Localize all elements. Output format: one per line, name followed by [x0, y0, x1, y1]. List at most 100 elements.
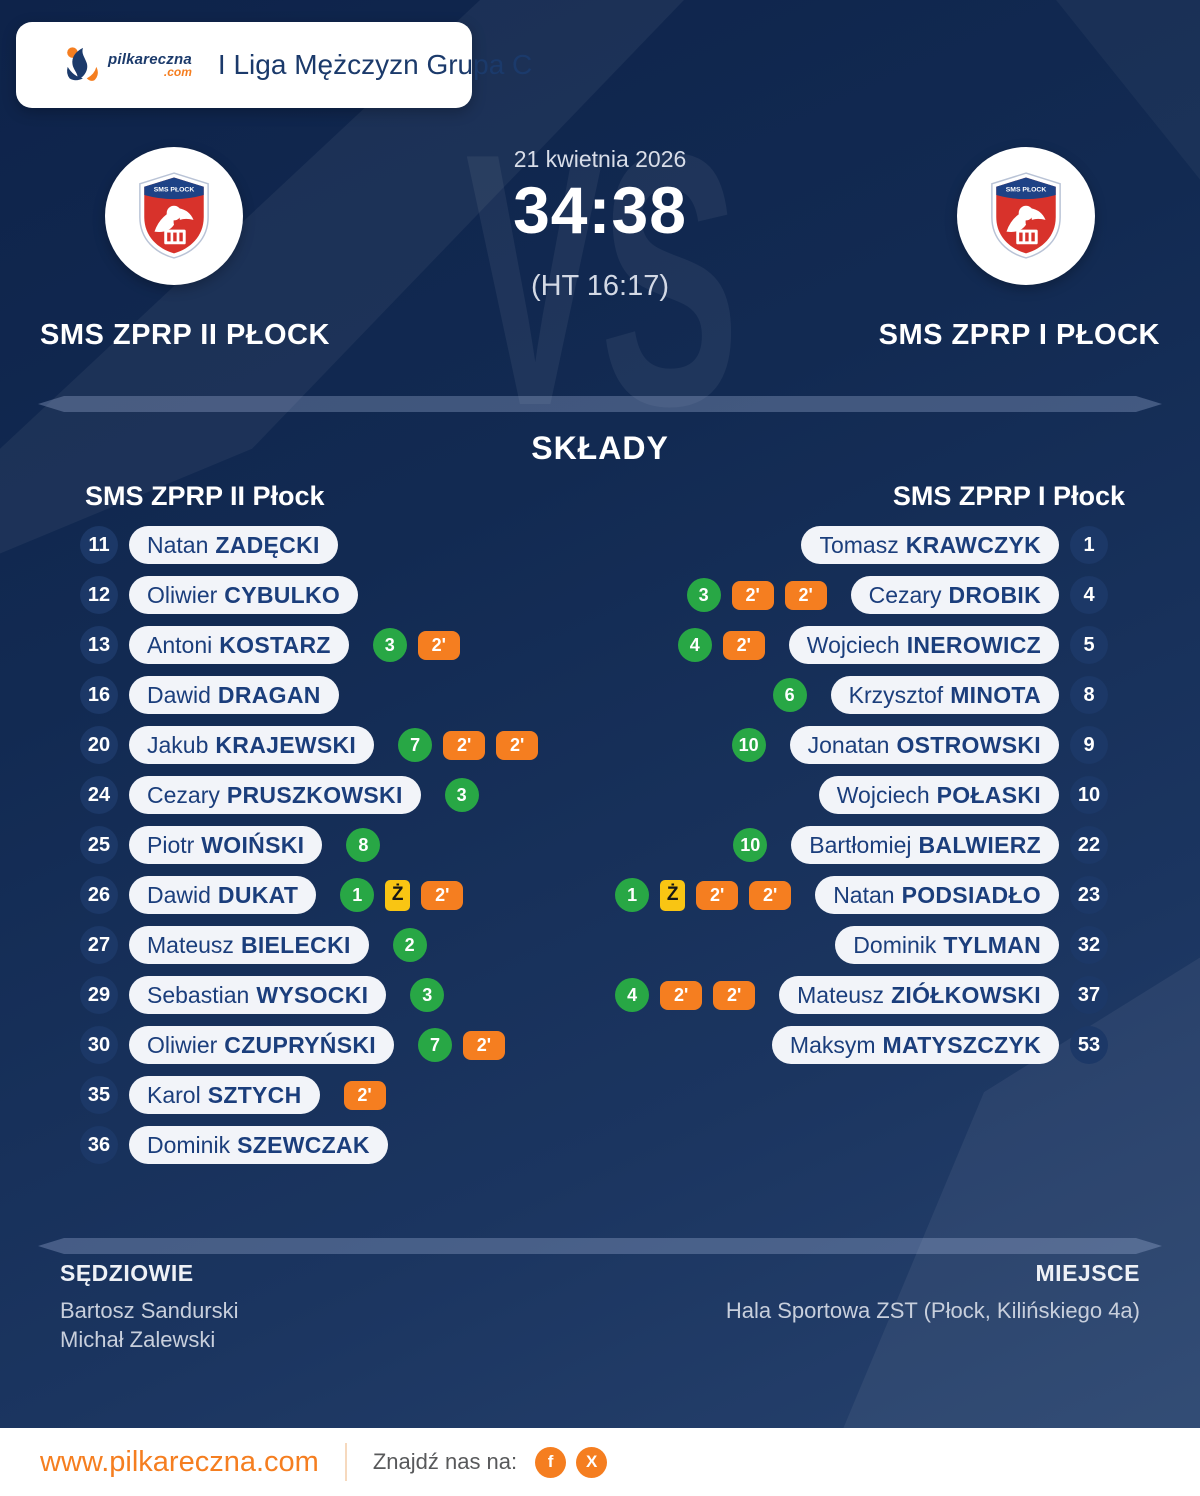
player-first-name: Mateusz [797, 981, 885, 1008]
player-number: 20 [80, 726, 118, 764]
player-row: 30 Oliwier CZUPRYŃSKI 7 2' [80, 1026, 538, 1064]
home-roster-header: SMS ZPRP II Płock [85, 481, 325, 511]
player-row: Wojciech POŁASKI 10 [378, 776, 1108, 814]
player-row: 26 Dawid DUKAT 1 Ż 2' [80, 876, 538, 914]
player-number: 29 [80, 976, 118, 1014]
player-number: 1 [1070, 526, 1108, 564]
player-name-pill: Tomasz KRAWCZYK [801, 526, 1059, 564]
player-name-pill: Wojciech INEROWICZ [788, 626, 1059, 664]
player-row: 16 Dawid DRAGAN [80, 676, 538, 714]
player-last-name: ZADĘCKI [215, 531, 320, 558]
player-name-pill: Dominik SZEWCZAK [129, 1126, 388, 1164]
two-minute-badge: 2' [343, 1080, 386, 1110]
player-number: 11 [80, 526, 118, 564]
player-last-name: TYLMAN [943, 931, 1041, 958]
home-team-name: SMS ZPRP II PŁOCK [40, 319, 330, 351]
player-first-name: Tomasz [819, 531, 899, 558]
halftime-score: (HT 16:17) [530, 270, 670, 302]
facebook-icon[interactable]: f [535, 1446, 567, 1478]
player-row: 4 2' 2' Mateusz ZIÓŁKOWSKI 37 [378, 976, 1108, 1014]
x-icon[interactable]: X [576, 1446, 608, 1478]
player-row: 13 Antoni KOSTARZ 3 2' [80, 626, 538, 664]
match-score: 34:38 [513, 173, 687, 247]
player-number: 36 [80, 1126, 118, 1164]
player-first-name: Mateusz [147, 931, 234, 958]
player-first-name: Cezary [147, 781, 220, 808]
player-name-pill: Dawid DUKAT [129, 876, 317, 914]
player-number: 16 [80, 676, 118, 714]
player-number: 10 [1070, 776, 1108, 814]
two-minute-badge: 2' [749, 880, 792, 910]
player-row: 29 Sebastian WYSOCKI 3 [80, 976, 538, 1014]
player-first-name: Krzysztof [848, 681, 944, 708]
player-name-pill: Cezary PRUSZKOWSKI [129, 776, 421, 814]
find-us-label: Znajdź nas na: [372, 1449, 518, 1474]
player-row: 11 Natan ZADĘCKI [80, 526, 538, 564]
player-last-name: KRAJEWSKI [215, 731, 357, 758]
league-header-card: pilkareczna .com I Liga Mężczyzn Grupa C [16, 22, 532, 108]
two-minute-badge: 2' [784, 580, 827, 610]
player-row: 4 2' Wojciech INEROWICZ 5 [378, 626, 1108, 664]
brand-name: pilkareczna [108, 51, 192, 68]
player-number: 12 [80, 576, 118, 614]
player-name-pill: Natan ZADĘCKI [129, 526, 338, 564]
player-row: Maksym MATYSZCZYK 53 [378, 1026, 1108, 1064]
two-minute-badge: 2' [496, 730, 539, 760]
away-roster-header: SMS ZPRP I Płock [892, 481, 1125, 511]
brand-logo: pilkareczna .com [60, 44, 192, 86]
player-name-pill: Dawid DRAGAN [129, 676, 339, 714]
player-first-name: Natan [833, 881, 895, 908]
player-first-name: Dominik [147, 1131, 231, 1158]
player-row: 3 2' 2' Cezary DROBIK 4 [378, 576, 1108, 614]
player-name-pill: Sebastian WYSOCKI [129, 976, 387, 1014]
player-first-name: Dominik [853, 931, 937, 958]
player-number: 27 [80, 926, 118, 964]
player-number: 30 [80, 1026, 118, 1064]
player-number: 32 [1070, 926, 1108, 964]
away-roster: Tomasz KRAWCZYK 1 3 2' 2' Cezary DROBIK 4 4 2' Wojc… [378, 526, 1108, 1076]
section-divider [38, 396, 1162, 412]
player-last-name: MINOTA [950, 681, 1041, 708]
player-first-name: Dawid [147, 681, 211, 708]
player-name-pill: Jonatan OSTROWSKI [789, 726, 1059, 764]
player-row: 20 Jakub KRAJEWSKI 7 2' 2' [80, 726, 539, 764]
player-name-pill: Dominik TYLMAN [835, 926, 1059, 964]
goals-badge: 8 [346, 828, 381, 862]
vs-watermark: VS [465, 79, 739, 481]
player-row: 36 Dominik SZEWCZAK [80, 1126, 538, 1164]
section-divider [38, 1238, 1162, 1254]
goals-badge: 1 [340, 878, 375, 912]
two-minute-badge: 2' [417, 630, 460, 660]
goals-badge: 3 [686, 578, 721, 612]
lineups-title: SKŁADY [531, 430, 669, 466]
player-name-pill: Bartłomiej BALWIERZ [791, 826, 1059, 864]
venue-block: MIEJSCE Hala Sportowa ZST (Płock, Kilińs… [726, 1260, 1140, 1325]
player-last-name: WYSOCKI [256, 981, 369, 1008]
player-name-pill: Piotr WOIŃSKI [129, 826, 323, 864]
player-row: Dominik TYLMAN 32 [378, 926, 1108, 964]
home-roster: 11 Natan ZADĘCKI 12 Oliwier CYBULKO 13 Antoni KO… [80, 526, 539, 1176]
goals-badge: 7 [417, 1028, 452, 1062]
footer-bar: www.pilkareczna.com Znajdź nas na: f X [0, 1428, 1200, 1496]
goals-badge: 7 [398, 728, 433, 762]
home-team-logo: SMS PŁOCK [105, 147, 243, 285]
player-first-name: Natan [147, 531, 209, 558]
footer-separator [344, 1443, 347, 1481]
player-last-name: PRUSZKOWSKI [226, 781, 403, 808]
referee-name: Bartosz Sandurski [60, 1298, 239, 1323]
player-first-name: Oliwier [147, 581, 218, 608]
player-last-name: DUKAT [217, 881, 299, 908]
player-first-name: Wojciech [836, 781, 930, 808]
player-row: 35 Karol SZTYCH 2' [80, 1076, 538, 1114]
player-name-pill: Cezary DROBIK [850, 576, 1059, 614]
handball-player-icon [67, 47, 98, 81]
website-link[interactable]: www.pilkareczna.com [40, 1445, 319, 1478]
player-name-pill: Maksym MATYSZCZYK [771, 1026, 1059, 1064]
away-team-name: SMS ZPRP I PŁOCK [878, 319, 1160, 351]
player-name-pill: Krzysztof MINOTA [830, 676, 1059, 714]
player-number: 5 [1070, 626, 1108, 664]
player-name-pill: Mateusz BIELECKI [129, 926, 369, 964]
player-first-name: Maksym [789, 1031, 876, 1058]
player-first-name: Oliwier [147, 1031, 218, 1058]
